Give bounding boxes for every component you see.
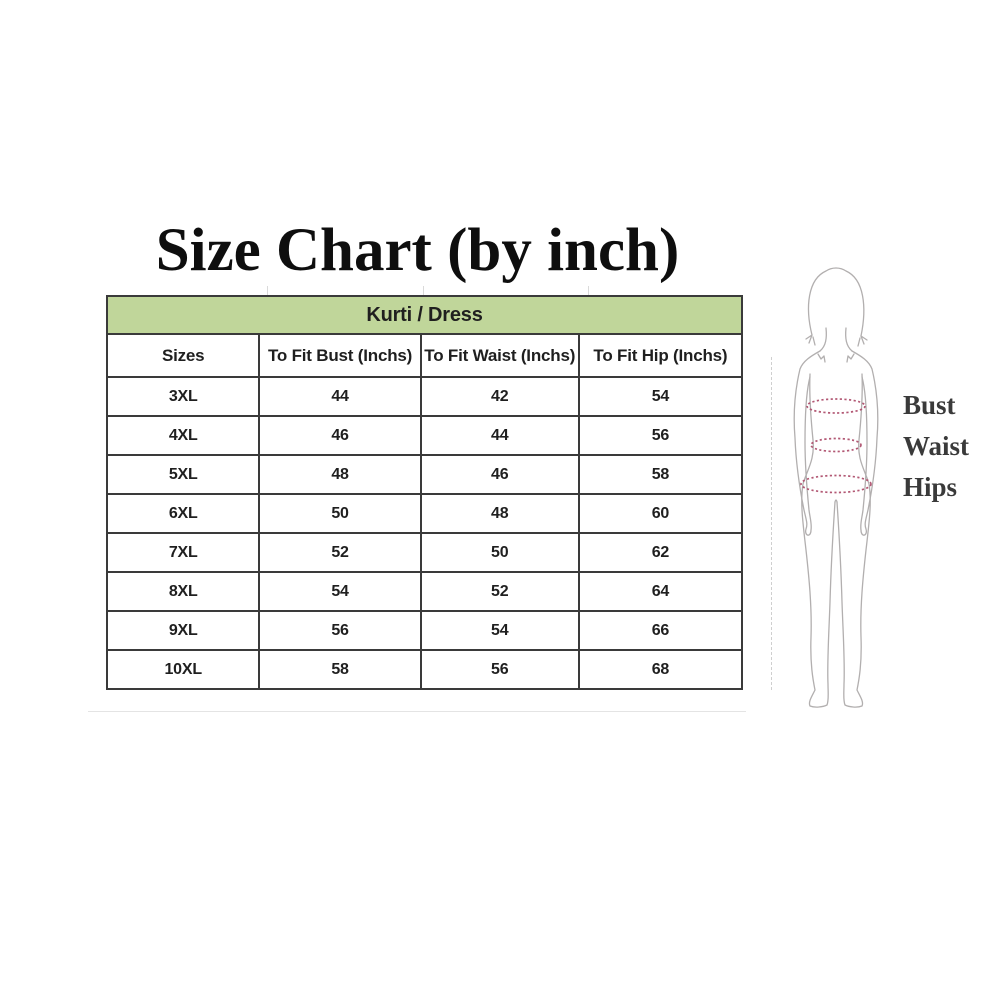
column-header-hip: To Fit Hip (Inchs) [577, 333, 744, 378]
table-row: 9XL 56 54 66 [105, 610, 744, 651]
bust-label: Bust [903, 390, 956, 420]
cell-hip: 56 [577, 415, 744, 456]
gridline-stub [423, 286, 424, 295]
cell-size: 4XL [105, 415, 261, 456]
cell-size: 7XL [105, 532, 261, 573]
table-row: 7XL 52 50 62 [105, 532, 744, 573]
cell-waist: 54 [419, 610, 580, 651]
cell-bust: 56 [258, 610, 422, 651]
hips-label: Hips [903, 472, 958, 502]
table-row: 8XL 54 52 64 [105, 571, 744, 612]
cell-hip: 54 [577, 376, 744, 417]
cell-bust: 54 [258, 571, 422, 612]
cell-bust: 52 [258, 532, 422, 573]
table-row: 3XL 44 42 54 [105, 376, 744, 417]
gridline-bottom [88, 711, 746, 712]
table-row: 4XL 46 44 56 [105, 415, 744, 456]
cell-bust: 48 [258, 454, 422, 495]
cell-bust: 50 [258, 493, 422, 534]
table-row: 6XL 50 48 60 [105, 493, 744, 534]
cell-hip: 68 [577, 649, 744, 690]
woman-silhouette-icon [793, 267, 879, 708]
page-title: Size Chart (by inch) [155, 217, 680, 284]
cell-bust: 46 [258, 415, 422, 456]
bust-measure-ellipse [806, 398, 866, 414]
cell-waist: 42 [419, 376, 580, 417]
cell-waist: 50 [419, 532, 580, 573]
column-header-sizes: Sizes [105, 333, 261, 378]
cell-size: 5XL [105, 454, 261, 495]
cell-waist: 44 [419, 415, 580, 456]
cell-waist: 48 [419, 493, 580, 534]
cell-bust: 44 [258, 376, 422, 417]
cell-waist: 56 [419, 649, 580, 690]
cell-hip: 66 [577, 610, 744, 651]
size-table: Kurti / Dress Sizes To Fit Bust (Inchs) … [105, 295, 744, 690]
cell-hip: 62 [577, 532, 744, 573]
cell-hip: 60 [577, 493, 744, 534]
gridline-stub [267, 286, 268, 295]
table-group-header-row: Kurti / Dress [106, 295, 743, 335]
cell-bust: 58 [258, 649, 422, 690]
group-header-cell: Kurti / Dress [106, 295, 743, 335]
waist-measure-ellipse [810, 437, 862, 453]
table-row: 10XL 58 56 68 [105, 649, 744, 690]
body-measurement-figure [775, 262, 905, 722]
gridline-stub [588, 286, 589, 295]
cell-size: 3XL [105, 376, 261, 417]
waist-label: Waist [903, 431, 970, 461]
column-header-bust: To Fit Bust (Inchs) [258, 333, 422, 378]
cell-size: 6XL [105, 493, 261, 534]
cell-size: 9XL [105, 610, 261, 651]
table-row: 5XL 48 46 58 [105, 454, 744, 495]
cell-hip: 58 [577, 454, 744, 495]
column-header-waist: To Fit Waist (Inchs) [419, 333, 580, 378]
cell-waist: 46 [419, 454, 580, 495]
dashed-reference-line [771, 357, 772, 690]
cell-waist: 52 [419, 571, 580, 612]
cell-size: 10XL [105, 649, 261, 690]
cell-hip: 64 [577, 571, 744, 612]
table-column-header-row: Sizes To Fit Bust (Inchs) To Fit Waist (… [105, 333, 744, 378]
hips-measure-ellipse [800, 474, 872, 494]
cell-size: 8XL [105, 571, 261, 612]
